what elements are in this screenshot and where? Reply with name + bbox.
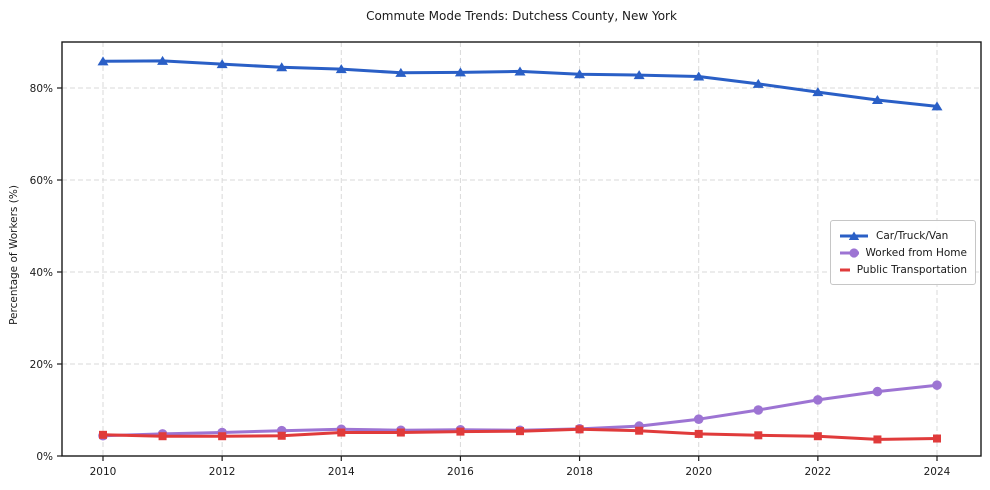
legend-marker-square-icon (840, 268, 850, 271)
legend-item-2: Worked from Home (839, 244, 967, 261)
data-point-circle (693, 414, 704, 425)
chart-title: Commute Mode Trends: Dutchess County, Ne… (366, 9, 677, 23)
data-point-triangle (871, 94, 883, 104)
data-point-triangle (454, 67, 466, 77)
x-tick-label: 2014 (328, 466, 355, 478)
data-point-square (218, 432, 227, 441)
data-point-triangle (812, 87, 824, 97)
data-point-triangle (276, 62, 288, 72)
x-tick-label: 2022 (804, 466, 831, 478)
legend: Car/Truck/Van Worked from Home Public Tran… (830, 220, 976, 285)
data-point-square (337, 428, 346, 437)
data-point-square (456, 427, 465, 436)
data-point-circle (753, 405, 764, 415)
data-point-square (933, 434, 941, 443)
data-point-triangle (157, 55, 169, 65)
data-point-circle (813, 395, 823, 405)
y-tick-label: 60% (30, 175, 53, 187)
data-point-triangle (633, 70, 645, 80)
legend-label: Public Transportation (856, 263, 967, 276)
legend-marker-triangle-icon (840, 231, 868, 240)
data-point-triangle (752, 78, 764, 88)
data-point-square (516, 427, 524, 436)
plot-frame (61, 41, 982, 457)
data-point-square (277, 431, 286, 440)
data-point-square (396, 428, 405, 437)
y-tick-label: 20% (30, 359, 53, 371)
x-tick-label: 2012 (209, 466, 236, 478)
x-tick-label: 2016 (447, 466, 474, 478)
y-tick-label: 80% (30, 83, 53, 95)
data-point-triangle (216, 59, 228, 69)
data-point-triangle (693, 71, 705, 81)
legend-item-3: Public Transportation (839, 261, 967, 278)
data-point-square (635, 426, 644, 435)
data-point-circle (932, 380, 942, 390)
data-point-square (694, 429, 703, 438)
data-point-square (813, 432, 822, 441)
data-point-triangle (395, 67, 407, 77)
legend-item-1: Car/Truck/Van (839, 227, 967, 244)
x-tick-label: 2018 (566, 466, 593, 478)
x-tick-label: 2020 (685, 466, 712, 478)
data-point-triangle (335, 64, 347, 74)
data-point-square (158, 432, 167, 441)
data-point-square (873, 435, 882, 444)
data-point-square (754, 431, 763, 440)
data-point-square (575, 425, 584, 434)
data-point-triangle (574, 69, 586, 79)
legend-marker-circle-icon (840, 247, 859, 258)
y-tick-label: 0% (36, 451, 53, 463)
data-point-square (99, 430, 107, 439)
data-point-triangle (97, 56, 109, 66)
data-point-triangle (514, 66, 526, 76)
data-point-circle (872, 386, 883, 397)
legend-label: Car/Truck/Van (876, 229, 949, 242)
y-tick-label: 40% (30, 267, 53, 279)
data-point-triangle (931, 101, 943, 111)
legend-label: Worked from Home (865, 246, 967, 259)
x-tick-label: 2010 (90, 466, 117, 478)
x-tick-label: 2024 (924, 466, 951, 478)
